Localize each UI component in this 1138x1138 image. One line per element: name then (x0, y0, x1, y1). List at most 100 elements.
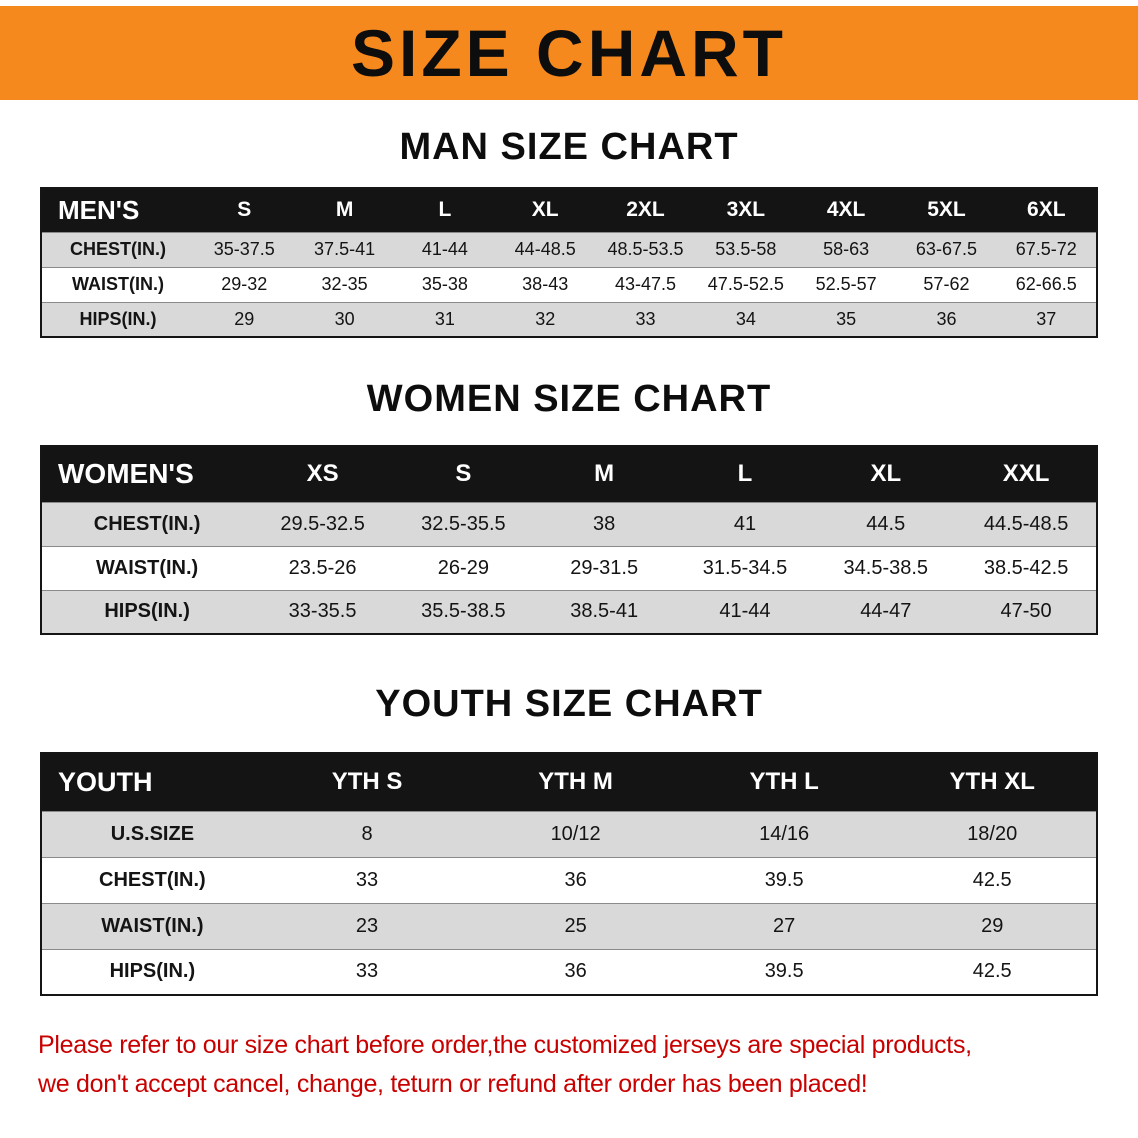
value-cell: 33 (355, 960, 379, 983)
value-cell: 34 (735, 308, 756, 329)
youth-section-heading: YOUTH SIZE CHART (375, 683, 763, 725)
value-cell: 47-50 (1000, 600, 1052, 623)
disclaimer-note: Please refer to our size chart before or… (38, 1026, 1120, 1104)
value-cell: 8 (361, 822, 373, 845)
value-cell: 44-48.5 (514, 239, 576, 259)
value-cell: 30 (334, 308, 355, 329)
size-header-cell: YTH XL (888, 753, 1097, 811)
value-cell: 10/12 (550, 822, 601, 845)
table-row: CHEST(IN.) 33 36 39.5 42.5 (41, 857, 1097, 903)
value-cell: 14/16 (759, 822, 810, 845)
value-cell: 34.5-38.5 (843, 556, 929, 579)
value-cell: 33 (355, 868, 379, 891)
value-cell: 62-66.5 (1015, 274, 1077, 294)
table-row: U.S.SIZE 8 10/12 14/16 18/20 (41, 811, 1097, 857)
value-cell: 44.5 (866, 512, 906, 535)
row-label-cell: HIPS(IN.) (109, 960, 196, 983)
value-cell: 35.5-38.5 (421, 600, 506, 623)
value-cell: 29.5-32.5 (280, 512, 365, 535)
size-header-cell: L (394, 188, 496, 232)
value-cell: 38-43 (522, 274, 569, 294)
youth-size-table: YOUTH YTH S YTH M YTH L YTH XL U.S.SIZE 8 10/12… (40, 752, 1098, 996)
size-header-cell: 4XL (795, 188, 897, 232)
table-title-cell: MEN'S (41, 188, 195, 232)
men-size-section: MAN SIZE CHART MEN'S S M L XL 2XL 3XL 4XL 5XL 6XL… (0, 126, 1138, 338)
size-chart-content: MAN SIZE CHART MEN'S S M L XL 2XL 3XL 4XL 5XL 6XL… (0, 126, 1138, 996)
value-cell: 63-67.5 (915, 239, 977, 259)
value-cell: 53.5-58 (715, 239, 777, 259)
row-label-cell: CHEST(IN.) (99, 868, 206, 891)
disclaimer-line-1: Please refer to our size chart before or… (38, 1031, 972, 1059)
value-cell: 33-35.5 (288, 600, 357, 623)
value-cell: 41-44 (719, 600, 771, 623)
value-cell: 29-31.5 (570, 556, 639, 579)
table-row: WAIST(IN.) 23 25 27 29 (41, 903, 1097, 949)
table-row: CHEST(IN.) 35-37.5 37.5-41 41-44 44-48.5 48.5… (41, 232, 1097, 267)
table-row: HIPS(IN.) 33-35.5 35.5-38.5 38.5-41 41-44 44-… (41, 590, 1097, 634)
title-banner: SIZE CHART (0, 6, 1138, 100)
value-cell: 38.5-41 (570, 600, 639, 623)
value-cell: 47.5-52.5 (707, 274, 784, 294)
row-label-cell: HIPS(IN.) (79, 308, 157, 329)
size-header-cell: L (674, 446, 816, 502)
men-section-heading: MAN SIZE CHART (399, 126, 739, 168)
value-cell: 31.5-34.5 (702, 556, 788, 579)
table-row: WAIST(IN.) 29-32 32-35 35-38 38-43 43-47.5 47.… (41, 267, 1097, 302)
value-cell: 39.5 (764, 960, 804, 983)
youth-size-section: YOUTH SIZE CHART YOUTH YTH S YTH M YTH L YTH… (0, 683, 1138, 996)
value-cell: 44-47 (860, 600, 912, 623)
value-cell: 39.5 (764, 868, 804, 891)
value-cell: 58-63 (823, 239, 870, 259)
value-cell: 26-29 (437, 556, 489, 579)
value-cell: 29 (234, 308, 255, 329)
size-header-cell: YTH L (679, 753, 889, 811)
women-size-section: WOMEN SIZE CHART WOMEN'S XS S M L XL XXL CHEST(… (0, 378, 1138, 635)
value-cell: 23.5-26 (288, 556, 357, 579)
value-cell: 67.5-72 (1015, 239, 1077, 259)
value-cell: 18/20 (967, 822, 1018, 845)
value-cell: 57-62 (923, 274, 970, 294)
table-header-row: YOUTH YTH S YTH M YTH L YTH XL (41, 753, 1097, 811)
value-cell: 29 (981, 914, 1004, 937)
value-cell: 25 (564, 914, 587, 937)
value-cell: 29-32 (221, 274, 268, 294)
size-header-cell: S (194, 188, 295, 232)
size-header-cell: YTH S (262, 753, 472, 811)
table-row: CHEST(IN.) 29.5-32.5 32.5-35.5 38 41 44.5 44.5… (41, 502, 1097, 546)
value-cell: 43-47.5 (614, 274, 677, 294)
men-size-table: MEN'S S M L XL 2XL 3XL 4XL 5XL 6XL CHEST(IN.) 35-37… (40, 187, 1098, 338)
value-cell: 36 (564, 868, 587, 891)
value-cell: 32-35 (321, 274, 368, 294)
women-section-heading: WOMEN SIZE CHART (366, 378, 772, 420)
size-header-cell: 5XL (896, 188, 997, 232)
value-cell: 35-38 (421, 274, 468, 294)
table-title-cell: YOUTH (41, 753, 263, 811)
table-header-row: WOMEN'S XS S M L XL XXL (41, 446, 1097, 502)
row-label-cell: WAIST(IN.) (72, 274, 165, 294)
table-row: HIPS(IN.) 29 30 31 32 33 34 35 36 37 (41, 302, 1097, 337)
value-cell: 35-37.5 (213, 239, 275, 259)
disclaimer-line-2: we don't accept cancel, change, teturn o… (38, 1069, 868, 1098)
table-row: WAIST(IN.) 23.5-26 26-29 29-31.5 31.5-34.5 34… (41, 546, 1097, 590)
value-cell: 37 (1036, 308, 1057, 329)
value-cell: 23 (355, 914, 379, 937)
row-label-cell: CHEST(IN.) (70, 239, 167, 259)
value-cell: 41 (733, 512, 757, 535)
value-cell: 42.5 (972, 868, 1012, 891)
row-label-cell: WAIST(IN.) (101, 914, 204, 937)
value-cell: 32.5-35.5 (421, 512, 506, 535)
row-label-cell: CHEST(IN.) (93, 512, 201, 535)
size-header-cell: M (294, 188, 395, 232)
value-cell: 44.5-48.5 (983, 512, 1069, 535)
women-size-table: WOMEN'S XS S M L XL XXL CHEST(IN.) 29.5-32.5 32.5… (40, 445, 1098, 635)
size-header-cell: 2XL (595, 188, 696, 232)
size-header-cell: M (533, 446, 675, 502)
value-cell: 41-44 (421, 239, 468, 259)
size-header-cell: XS (252, 446, 393, 502)
page-title: SIZE CHART (351, 16, 787, 90)
value-cell: 32 (535, 308, 556, 329)
value-cell: 52.5-57 (815, 274, 877, 294)
value-cell: 33 (635, 308, 656, 329)
value-cell: 37.5-41 (314, 239, 376, 259)
row-label-cell: U.S.SIZE (110, 822, 195, 845)
